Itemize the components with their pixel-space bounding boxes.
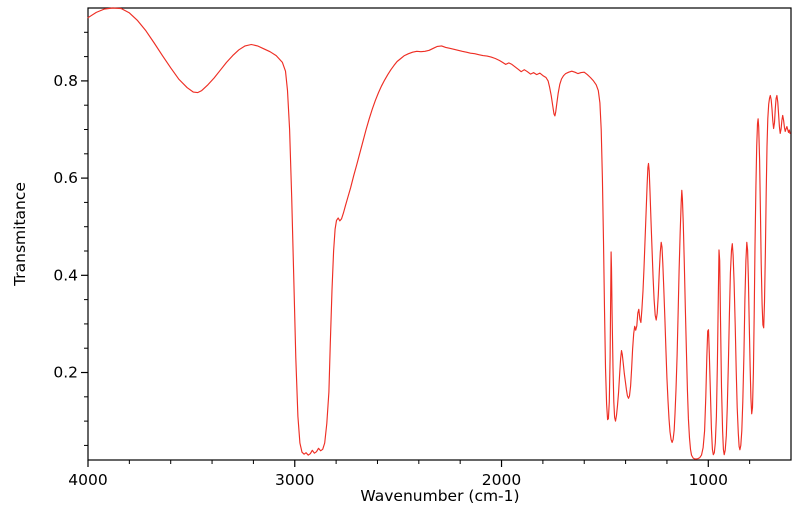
y-tick-label: 0.8 xyxy=(53,72,78,90)
spectrum-line xyxy=(87,7,791,460)
x-tick-label: 4000 xyxy=(68,471,107,489)
y-tick-label: 0.2 xyxy=(53,364,78,382)
x-tick-label: 3000 xyxy=(275,471,314,489)
x-tick-label: 1000 xyxy=(689,471,728,489)
x-tick-label: 2000 xyxy=(482,471,521,489)
y-axis-title: Transmitance xyxy=(11,182,29,286)
y-tick-label: 0.4 xyxy=(53,266,78,284)
y-tick-label: 0.6 xyxy=(53,169,78,187)
plot-frame xyxy=(87,7,792,461)
x-axis-title: Wavenumber (cm-1) xyxy=(360,487,520,505)
